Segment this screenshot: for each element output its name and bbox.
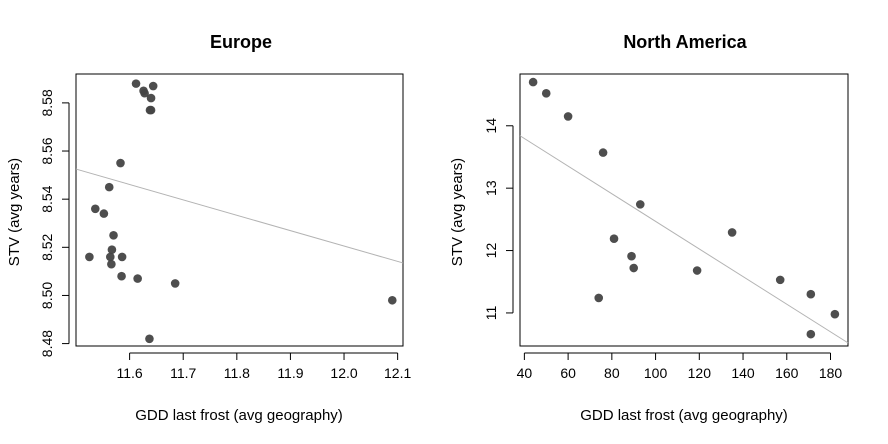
y-tick-label: 12 [483,243,499,259]
x-tick-label: 40 [517,365,533,381]
data-point [133,274,142,283]
plot-frame [75,73,404,347]
points-layer [528,77,840,339]
x-tick-label: 11.6 [116,365,142,381]
data-point [116,158,125,168]
data-point [107,245,117,255]
x-tick-label: 12.0 [330,365,357,381]
data-point [541,89,551,98]
data-point [627,251,636,261]
x-axis: 40 60 80 100 120 140 160 180 [517,352,843,381]
x-axis: 11.6 11.7 11.8 11.9 12.0 12.1 [116,352,411,381]
y-tick-label: 8.48 [39,330,55,357]
data-point [635,200,645,209]
trendline-layer [75,168,404,264]
plot-frame [519,73,849,347]
y-axis: 8.48 8.50 8.52 8.54 8.56 8.58 [39,89,70,357]
data-point [85,252,94,262]
x-tick-label: 100 [644,365,668,381]
data-point [117,271,126,281]
x-tick-label: 120 [688,365,712,381]
x-tick-label: 140 [731,365,755,381]
x-axis-label: GDD last frost (avg geography) [135,407,343,424]
data-point [629,263,639,273]
chart-europe: Europe 11.6 11.7 11.8 11.9 12.0 12.1 8.48 8.50… [6,32,411,424]
y-tick-label: 8.54 [39,185,55,212]
chart-title: North America [623,32,747,52]
x-tick-label: 11.7 [170,365,196,381]
data-point [563,112,573,121]
data-point [146,93,156,103]
x-tick-label: 60 [560,365,576,381]
data-point [806,329,816,339]
trendline [75,168,404,264]
data-point [170,279,180,288]
chart-title: Europe [210,32,272,52]
data-point [528,77,538,87]
x-tick-label: 11.8 [224,365,250,381]
y-tick-label: 8.50 [39,282,55,309]
data-point [140,88,149,98]
x-tick-label: 180 [819,365,843,381]
data-point [727,228,737,237]
data-point [598,148,608,157]
x-axis-label: GDD last frost (avg geography) [580,407,788,424]
data-point [148,81,158,91]
trendline [519,135,849,344]
chart-north-america: North America 40 60 80 100 120 140 160 180 11 12… [449,32,849,424]
y-axis-label: STV (avg years) [449,158,466,266]
data-point [104,182,114,192]
trendline-layer [519,135,849,344]
y-tick-label: 8.52 [39,233,55,260]
data-point [146,105,156,115]
y-tick-label: 8.58 [39,89,55,116]
data-point [806,289,816,299]
y-tick-label: 11 [483,305,499,320]
points-layer [85,79,397,344]
y-tick-label: 8.56 [39,137,55,164]
data-point [775,275,785,285]
y-axis: 11 12 13 14 [483,118,514,320]
x-tick-label: 11.9 [277,365,303,381]
data-point [106,252,115,262]
x-tick-label: 12.1 [384,365,411,381]
y-tick-label: 14 [483,118,499,134]
data-point [830,309,840,319]
data-point [109,230,118,240]
data-point [594,293,604,303]
y-axis-label: STV (avg years) [6,158,23,266]
data-point [692,266,702,275]
data-point [609,234,619,243]
data-point [107,259,116,269]
data-point [387,295,397,305]
data-point [145,334,154,344]
data-point [99,209,109,218]
data-point [117,252,127,262]
data-point [90,204,100,214]
x-tick-label: 80 [604,365,620,381]
x-tick-label: 160 [775,365,799,381]
data-point [131,79,141,88]
y-tick-label: 13 [483,180,499,196]
